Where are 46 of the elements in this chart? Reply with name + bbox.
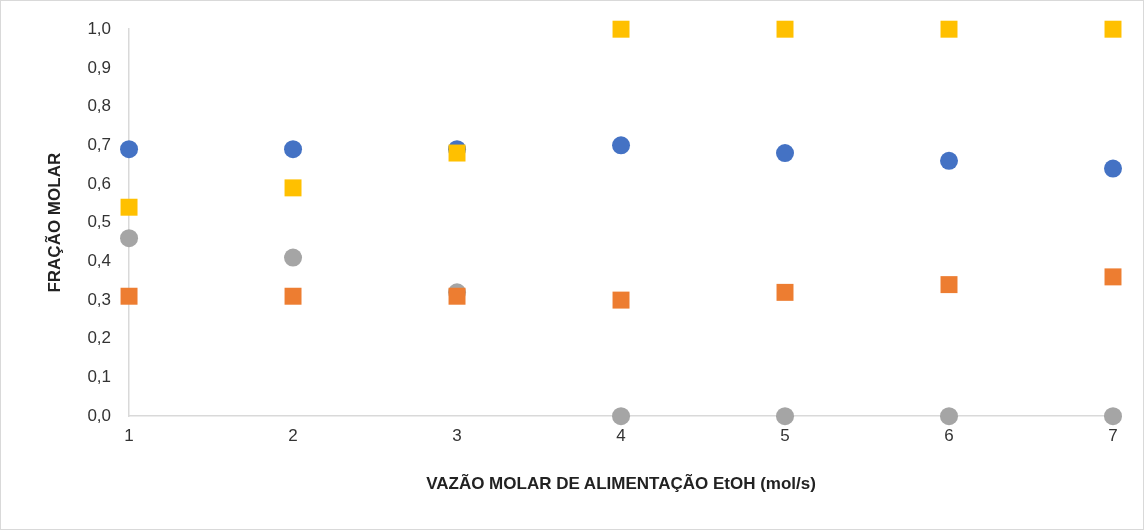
- point: [1104, 20, 1122, 38]
- point: [1104, 268, 1122, 286]
- y-tick-label: 0,5: [87, 212, 112, 232]
- y-tick-label: 1,0: [87, 18, 112, 38]
- x-tick-label: 4: [616, 426, 626, 446]
- y-tick-label: 0,2: [87, 328, 112, 348]
- point: [612, 407, 631, 426]
- point: [120, 229, 139, 248]
- x-tick-label: 1: [124, 426, 134, 446]
- point: [448, 144, 466, 162]
- point: [612, 20, 630, 38]
- point: [120, 287, 138, 305]
- point: [940, 407, 959, 426]
- y-axis-title: FRAÇÃO MOLAR: [43, 152, 64, 293]
- point: [284, 287, 302, 305]
- y-tick-label: 0,9: [87, 57, 112, 77]
- point: [284, 248, 303, 267]
- x-axis-title: VAZÃO MOLAR DE ALIMENTAÇÃO EtOH (mol/s): [426, 473, 816, 494]
- y-tick-label: 0,0: [87, 405, 112, 425]
- point: [120, 140, 139, 159]
- point: [776, 144, 795, 163]
- point: [284, 140, 303, 159]
- point: [448, 287, 466, 305]
- y-tick-label: 0,6: [87, 173, 112, 193]
- point: [776, 283, 794, 301]
- point: [940, 20, 958, 38]
- y-tick-label: 0,7: [87, 134, 112, 154]
- point: [776, 20, 794, 38]
- point: [120, 198, 138, 216]
- y-tick-label: 0,4: [87, 251, 112, 271]
- point: [1104, 159, 1122, 178]
- y-tick-label: 0,1: [87, 367, 112, 387]
- point: [940, 276, 958, 294]
- y-tick-label: 0,3: [87, 289, 112, 309]
- x-tick-label: 2: [288, 426, 298, 446]
- point: [284, 179, 302, 197]
- point: [612, 291, 630, 309]
- point: [940, 151, 959, 170]
- x-tick-label: 5: [780, 426, 790, 446]
- x-tick-label: 3: [452, 426, 462, 446]
- point: [612, 136, 631, 155]
- x-tick-label: 6: [944, 426, 954, 446]
- point: [776, 407, 795, 426]
- point: [1104, 407, 1122, 426]
- x-tick-label: 7: [1108, 426, 1118, 446]
- y-tick-label: 0,8: [87, 96, 112, 116]
